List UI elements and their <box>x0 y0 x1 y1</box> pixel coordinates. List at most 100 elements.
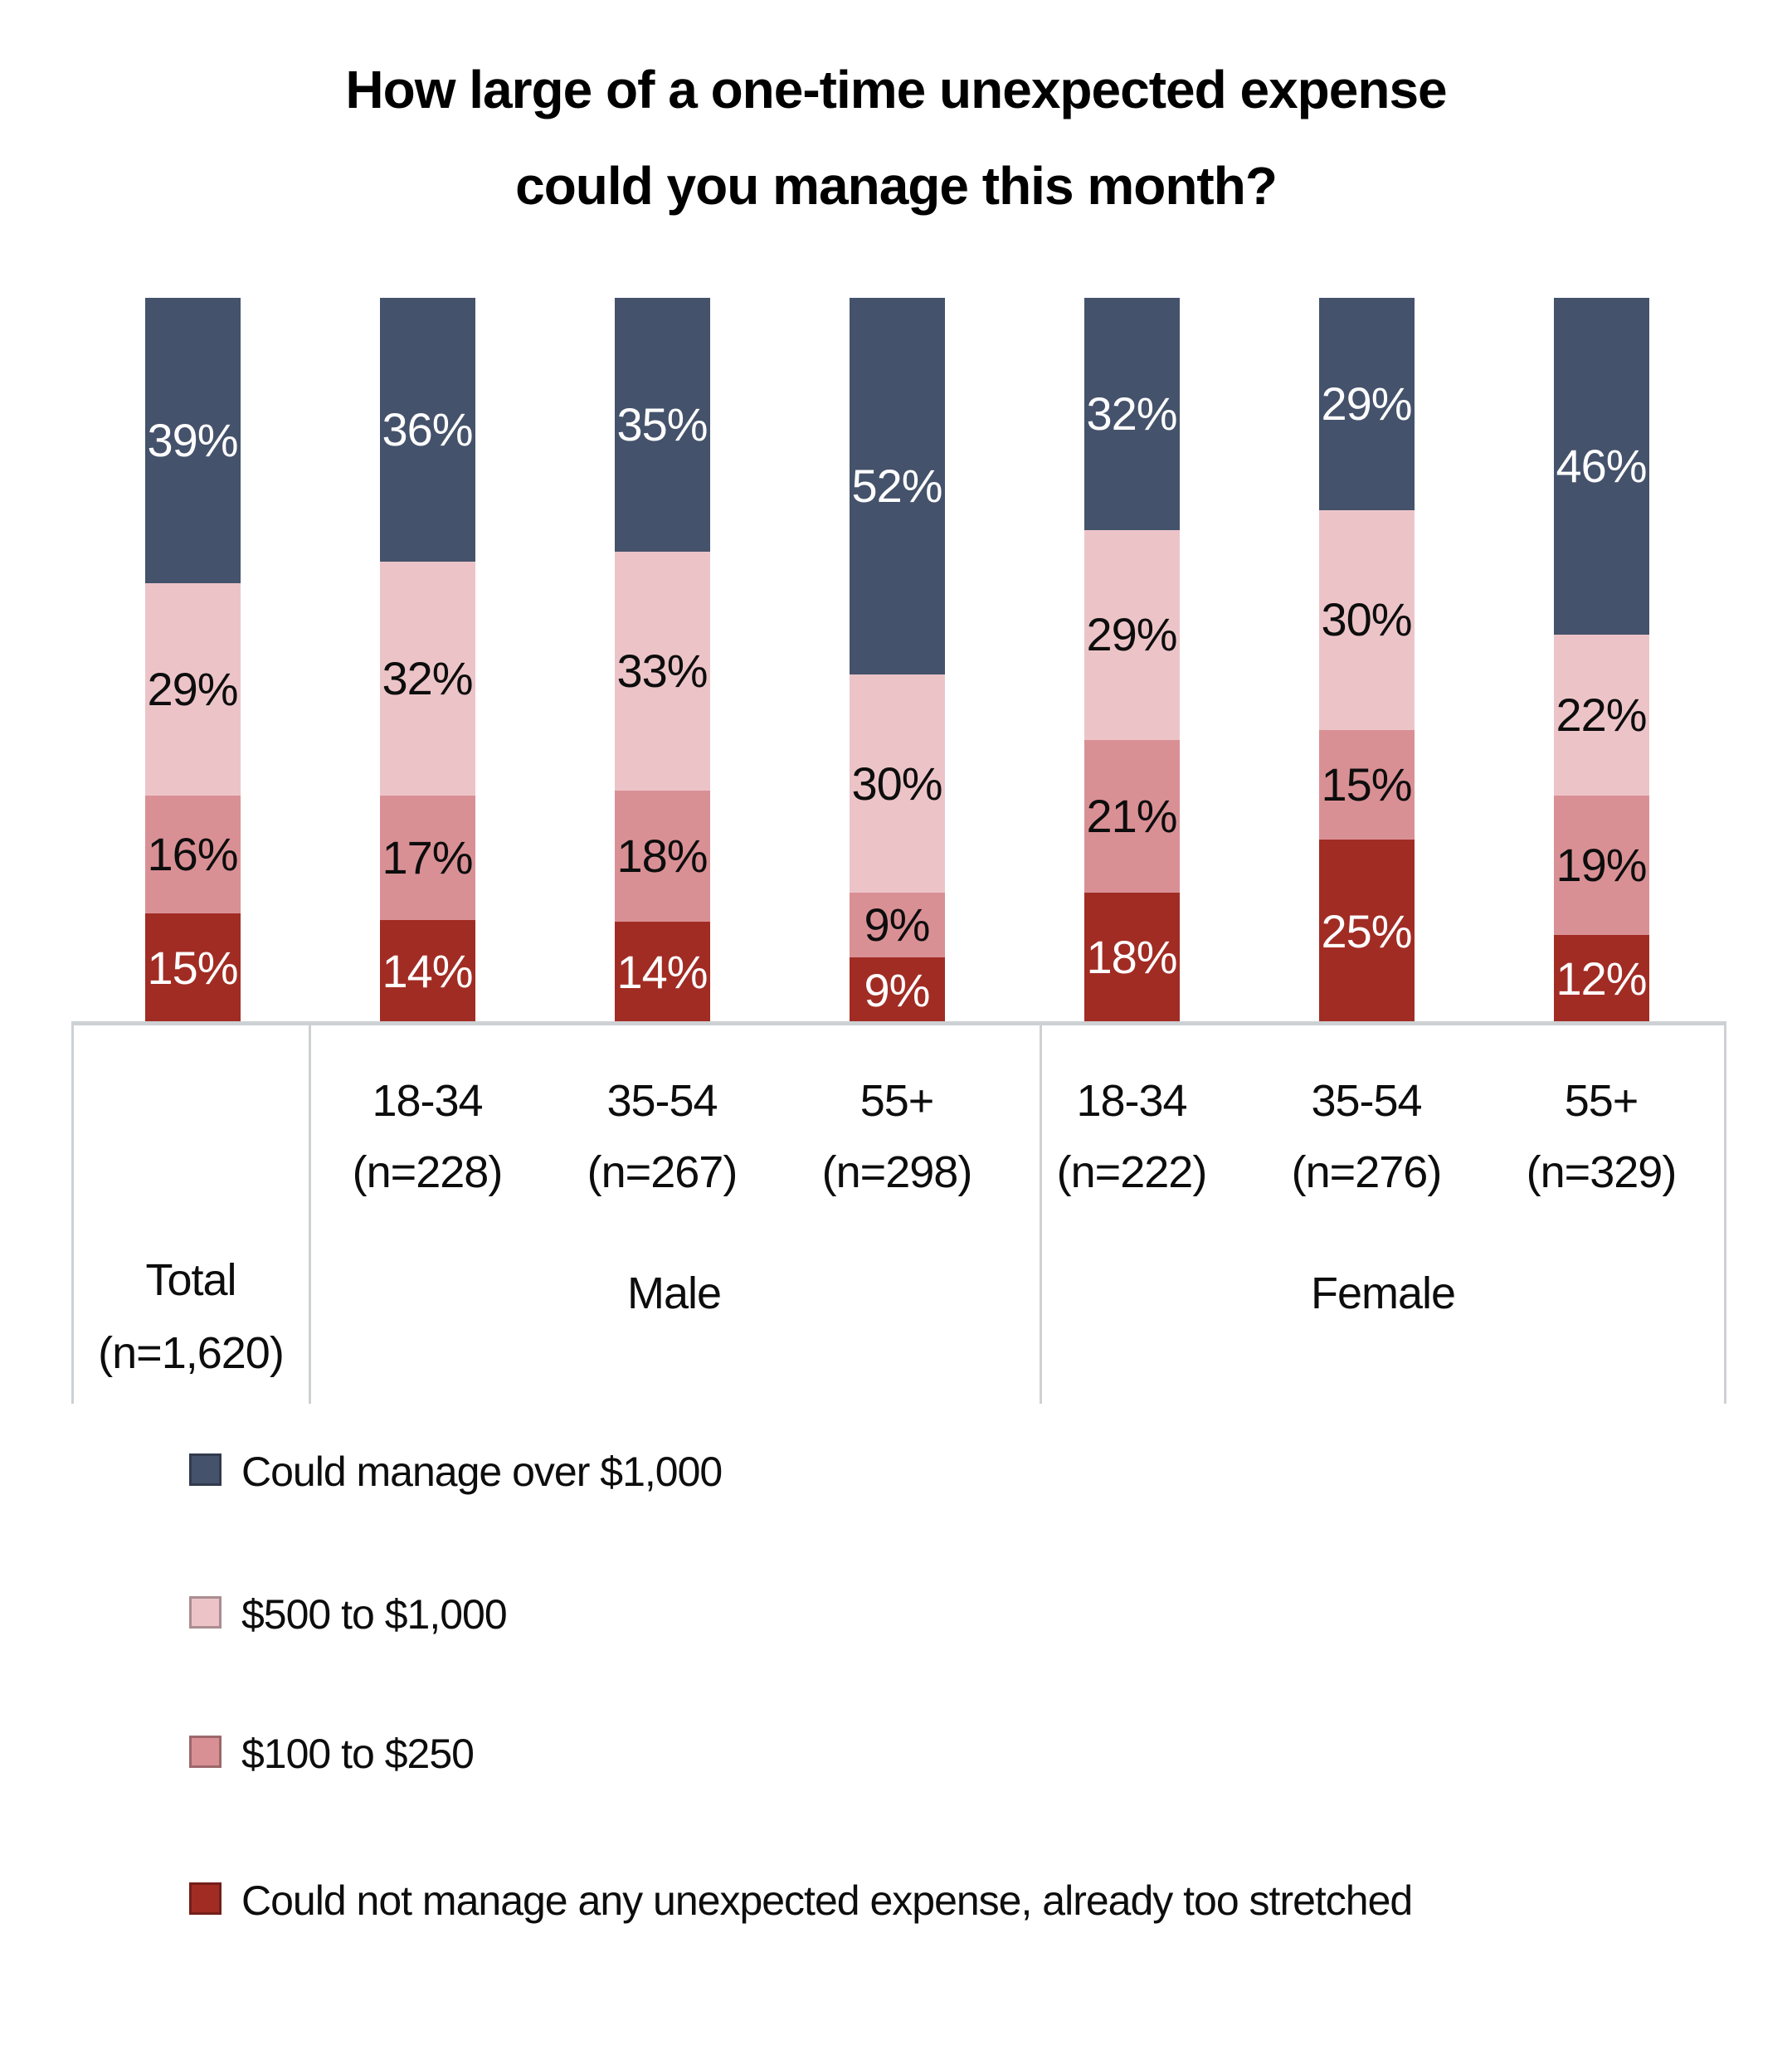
sample-size-text: (n=276) <box>1291 1147 1443 1197</box>
bar-segment: 19% <box>1553 796 1649 936</box>
sample-size-text: (n=298) <box>821 1147 973 1197</box>
bar-segment-label: 29% <box>147 663 238 716</box>
male-group-label: Male <box>309 1257 1040 1330</box>
age-range-text: 18-34 <box>372 1076 483 1126</box>
bar-segment-label: 14% <box>382 945 473 998</box>
bar-segment: 29% <box>1318 298 1415 511</box>
legend-swatch <box>189 1453 222 1486</box>
legend-label: $100 to $250 <box>241 1731 475 1777</box>
table-divider-line <box>309 1023 311 1404</box>
total-label-line2: (n=1,620) <box>98 1328 285 1378</box>
bar-segment: 36% <box>379 298 475 562</box>
bar-segment: 15% <box>1318 729 1415 840</box>
age-range-text: 35-54 <box>1311 1076 1422 1126</box>
bar-segment-label: 9% <box>864 963 931 1016</box>
legend-swatch <box>189 1596 222 1629</box>
bar-segment-label: 15% <box>147 941 238 994</box>
bar-segment: 18% <box>1083 892 1180 1023</box>
age-category-label: 35-54 (n=276) <box>1249 1065 1484 1208</box>
bar-segment: 52% <box>849 298 945 675</box>
male-group-label-text: Male <box>626 1268 722 1318</box>
legend-item: Could not manage any unexpected expense,… <box>189 1873 1413 1928</box>
bar-segment-label: 32% <box>1086 387 1177 440</box>
sample-size-text: (n=228) <box>352 1147 504 1197</box>
bar-segment: 16% <box>144 796 241 913</box>
legend-item: $500 to $1,000 <box>189 1587 508 1642</box>
table-divider-line <box>1724 1023 1726 1404</box>
bar-segment: 25% <box>1318 840 1415 1023</box>
stacked-bar: 46% 22% 19% 12% <box>1553 298 1649 1023</box>
bar-segment-label: 30% <box>1321 593 1412 646</box>
age-category-label: 35-54 (n=267) <box>544 1065 780 1208</box>
bar-segment: 21% <box>1083 740 1180 893</box>
legend-swatch <box>189 1882 222 1915</box>
bar-segment-label: 17% <box>382 831 473 884</box>
bar-segment: 22% <box>1553 635 1649 796</box>
age-category-label: 18-34 (n=228) <box>309 1065 545 1208</box>
stacked-bar: 52% 30% 9% 9% <box>849 298 945 1023</box>
bar-segment: 14% <box>379 920 475 1023</box>
bar-segment: 39% <box>144 298 241 584</box>
bar-segment: 12% <box>1553 935 1649 1023</box>
sample-size-text: (n=267) <box>587 1147 738 1197</box>
bar-segment-label: 36% <box>382 402 473 455</box>
bar-segment: 46% <box>1553 298 1649 635</box>
bar-segment-label: 14% <box>616 945 708 998</box>
bar-segment: 17% <box>379 796 475 921</box>
age-category-label: 18-34 (n=222) <box>1014 1065 1249 1208</box>
female-group-label: Female <box>1040 1257 1726 1330</box>
age-range-text: 18-34 <box>1076 1076 1187 1126</box>
bar-segment: 32% <box>379 561 475 796</box>
bar-segment-label: 29% <box>1086 608 1177 661</box>
bar-segment: 18% <box>614 791 710 922</box>
sample-size-text: (n=222) <box>1056 1147 1208 1197</box>
chart-title: How large of a one-time unexpected expen… <box>0 41 1792 234</box>
bar-segment: 9% <box>849 892 945 958</box>
legend-label: Could not manage any unexpected expense,… <box>241 1877 1413 1924</box>
bar-segment-label: 18% <box>1086 931 1177 984</box>
chart-title-line2: could you manage this month? <box>515 156 1278 216</box>
age-range-text: 55+ <box>859 1076 935 1126</box>
legend-item: Could manage over $1,000 <box>189 1444 723 1499</box>
bar-segment: 29% <box>1083 529 1180 741</box>
bar-segment: 35% <box>614 298 710 552</box>
bar-segment-label: 16% <box>147 827 238 880</box>
bar-segment-label: 35% <box>616 397 708 450</box>
age-category-label: 55+ (n=329) <box>1483 1065 1719 1208</box>
stacked-bar: 29% 30% 15% 25% <box>1318 298 1415 1023</box>
bar-segment: 33% <box>614 551 710 791</box>
age-range-text: 35-54 <box>606 1076 718 1126</box>
bar-segment-label: 32% <box>382 652 473 705</box>
age-category-label: 55+ (n=298) <box>779 1065 1015 1208</box>
bar-segment-label: 29% <box>1321 377 1412 430</box>
bar-segment-label: 46% <box>1556 440 1647 493</box>
bar-segment-label: 33% <box>616 645 708 698</box>
bar-segment-label: 39% <box>147 414 238 467</box>
chart-title-line1: How large of a one-time unexpected expen… <box>345 60 1447 119</box>
stacked-bar: 39% 29% 16% 15% <box>144 298 241 1023</box>
table-divider-line <box>71 1023 74 1404</box>
bar-segment-label: 19% <box>1556 839 1647 892</box>
bar-segment: 30% <box>849 674 945 893</box>
bar-segment: 9% <box>849 957 945 1023</box>
bar-segment: 14% <box>614 921 710 1023</box>
bar-segment: 15% <box>144 913 241 1023</box>
bar-segment-label: 12% <box>1556 952 1647 1005</box>
total-label-line1: Total <box>145 1255 236 1305</box>
bar-segment: 30% <box>1318 510 1415 730</box>
bar-segment: 29% <box>144 583 241 796</box>
bar-segment-label: 18% <box>616 829 708 882</box>
bar-segment-label: 25% <box>1321 904 1412 957</box>
legend-label: Could manage over $1,000 <box>241 1449 723 1495</box>
sample-size-text: (n=329) <box>1526 1147 1678 1197</box>
table-divider-line <box>1040 1023 1042 1404</box>
bar-segment-label: 22% <box>1556 689 1647 742</box>
legend-label: $500 to $1,000 <box>241 1591 508 1638</box>
axis-baseline <box>71 1021 1726 1025</box>
stacked-bar: 35% 33% 18% 14% <box>614 298 710 1023</box>
bar-segment-label: 21% <box>1086 789 1177 842</box>
stacked-bar: 32% 29% 21% 18% <box>1083 298 1180 1023</box>
legend-item: $100 to $250 <box>189 1726 475 1781</box>
